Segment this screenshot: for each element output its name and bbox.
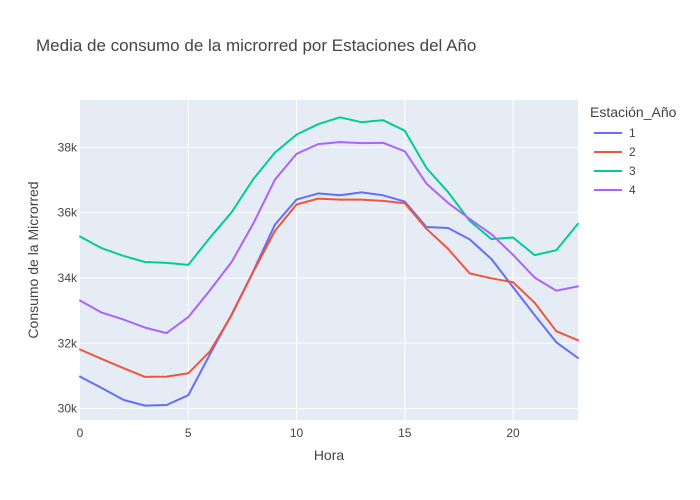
x-tick-label: 5 <box>185 426 192 440</box>
legend: Estación_Año 1 2 3 4 <box>590 104 677 197</box>
x-tick-label: 0 <box>77 426 84 440</box>
legend-label: 2 <box>629 145 636 159</box>
x-axis-title: Hora <box>314 447 345 463</box>
y-tick-label: 38k <box>58 140 78 154</box>
legend-title: Estación_Año <box>590 104 677 120</box>
legend-label: 4 <box>629 183 636 197</box>
legend-item-2[interactable]: 2 <box>594 145 636 159</box>
x-tick-label: 15 <box>398 426 412 440</box>
y-axis-title: Consumo de la Microrred <box>25 181 41 338</box>
x-tick-labels: 0 5 10 15 20 <box>77 426 520 440</box>
y-tick-label: 30k <box>58 402 78 416</box>
y-tick-label: 32k <box>58 336 78 350</box>
series-lines <box>79 116 579 407</box>
series-line-4 <box>79 141 579 335</box>
legend-label: 1 <box>629 126 636 140</box>
y-tick-label: 36k <box>58 206 78 220</box>
x-tick-label: 20 <box>506 426 520 440</box>
series-line-1 <box>79 191 579 407</box>
legend-item-1[interactable]: 1 <box>594 126 636 140</box>
x-tick-label: 10 <box>290 426 304 440</box>
plot-area <box>80 100 578 420</box>
legend-items: 1 2 3 4 <box>594 126 636 197</box>
y-tick-labels: 30k 32k 34k 36k 38k <box>58 140 78 415</box>
legend-item-3[interactable]: 3 <box>594 164 636 178</box>
series-line-2 <box>79 197 579 378</box>
legend-label: 3 <box>629 164 636 178</box>
legend-item-4[interactable]: 4 <box>594 183 636 197</box>
chart-title: Media de consumo de la microrred por Est… <box>36 36 476 55</box>
y-tick-label: 34k <box>58 271 78 285</box>
